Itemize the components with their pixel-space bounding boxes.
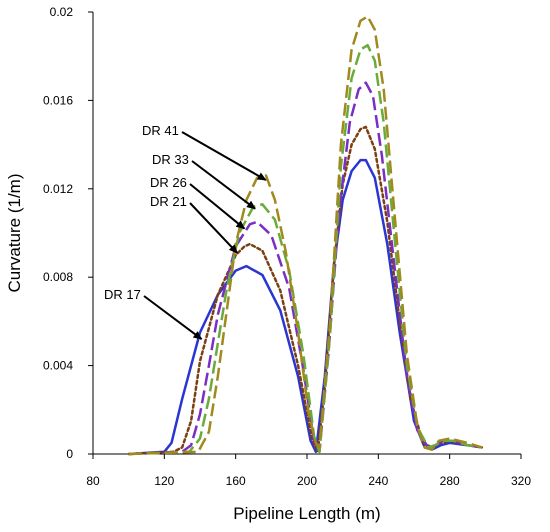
x-tick-label: 240 [368, 474, 388, 488]
callout-arrow [181, 131, 267, 181]
callout-label-dr-41: DR 41 [142, 123, 179, 138]
y-tick-label: 0 [66, 447, 73, 461]
y-tick-label: 0.016 [43, 93, 73, 107]
x-tick-label: 200 [297, 474, 317, 488]
x-tick-label: 160 [226, 474, 246, 488]
series-layer [127, 15, 484, 456]
callout-arrow [189, 202, 238, 254]
axes: 80 120 160 200 240 280 320 0 0.004 0.008 0.012 0.01… [43, 5, 531, 488]
callout-arrow [189, 183, 246, 230]
x-tick-label: 120 [154, 474, 174, 488]
annotation-layer: DR 41 DR 33 DR 26 DR 21 DR 17 [104, 123, 267, 340]
callout-label-dr-21: DR 21 [150, 194, 187, 209]
x-tick-label: 80 [86, 474, 100, 488]
x-tick-label: 280 [440, 474, 460, 488]
y-axis-title: Curvature (1/m) [5, 173, 24, 292]
series-line-dr-41 [128, 15, 483, 456]
y-tick-label: 0.004 [43, 359, 73, 373]
callout-arrow [191, 160, 256, 210]
y-tick-label: 0.02 [50, 5, 74, 19]
callout-label-dr-17: DR 17 [104, 287, 141, 302]
callout-label-dr-26: DR 26 [150, 175, 187, 190]
x-tick-label: 320 [511, 474, 531, 488]
y-tick-label: 0.008 [43, 270, 73, 284]
x-axis-title: Pipeline Length (m) [233, 504, 380, 523]
callout-label-dr-33: DR 33 [152, 152, 189, 167]
y-tick-label: 0.012 [43, 182, 73, 196]
callout-arrow [143, 295, 203, 340]
